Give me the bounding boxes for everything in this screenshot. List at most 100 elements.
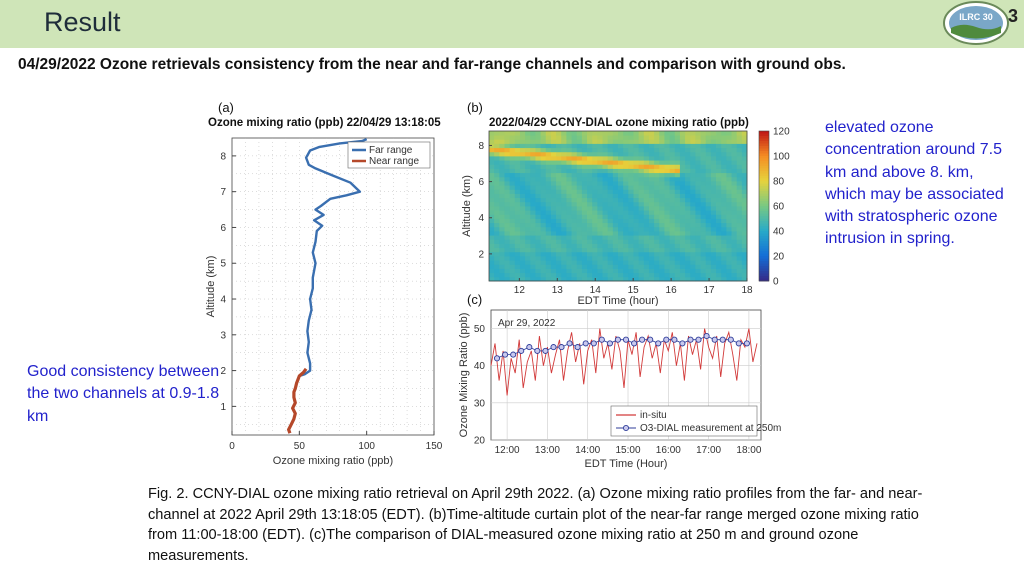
heatmap-cell	[731, 135, 738, 140]
heatmap-cell	[561, 251, 567, 257]
heatmap-cell	[494, 247, 500, 253]
heatmap-cell	[731, 160, 738, 165]
heatmap-cell	[716, 160, 722, 165]
colorbar-cell	[759, 221, 769, 224]
heatmap-cell	[638, 268, 645, 274]
heatmap-cell	[741, 147, 748, 153]
heatmap-cell	[669, 210, 676, 215]
colorbar-cell	[759, 273, 769, 277]
heatmap-cell	[576, 256, 583, 261]
heatmap-cell	[690, 139, 696, 144]
heatmap-cell	[581, 226, 588, 232]
heatmap-cell	[556, 151, 562, 157]
heatmap-cell	[561, 185, 567, 190]
heatmap-cell	[519, 239, 526, 244]
heatmap-cell	[664, 160, 670, 165]
heatmap-cell	[638, 168, 645, 174]
heatmap-cell	[700, 222, 707, 228]
colorbar-cell	[759, 231, 769, 234]
heatmap-cell	[494, 193, 500, 199]
heatmap-cell	[700, 139, 707, 144]
colorbar-cell	[759, 183, 769, 187]
heatmap-cell	[700, 239, 707, 244]
heatmap-cell	[633, 239, 640, 244]
heatmap-cell	[597, 176, 603, 182]
heatmap-cell	[700, 201, 707, 207]
heatmap-cell	[556, 135, 562, 140]
heatmap-cell	[679, 243, 686, 249]
series-line-insitu	[490, 328, 758, 396]
heatmap-cell	[540, 197, 547, 203]
heatmap-cell	[618, 276, 624, 282]
heatmap-cell	[648, 189, 655, 194]
dial-point	[703, 332, 710, 340]
heatmap-cell	[545, 147, 552, 153]
heatmap-cell	[721, 197, 727, 203]
heatmap-cell	[504, 247, 511, 253]
heatmap-cell	[514, 218, 521, 224]
heatmap-cell	[741, 181, 748, 186]
y-tick-label: 4	[220, 295, 226, 306]
heatmap-cell	[664, 139, 670, 144]
heatmap-cell	[545, 206, 552, 211]
heatmap-cell	[494, 222, 500, 228]
heatmap-cell	[679, 210, 686, 215]
heatmap-cell	[726, 135, 732, 140]
heatmap-cell	[576, 222, 583, 228]
heatmap-cell	[741, 235, 748, 240]
heatmap-cell	[587, 251, 593, 257]
heatmap-cell	[587, 143, 593, 149]
heatmap-cell	[530, 210, 536, 215]
heatmap-cell	[648, 164, 655, 169]
heatmap-cell	[628, 210, 634, 215]
heatmap-cell	[700, 206, 707, 211]
heatmap-cell	[550, 268, 557, 274]
heatmap-cell	[705, 201, 712, 207]
heatmap-cell	[566, 231, 572, 236]
x-tick-label: 15	[628, 285, 640, 296]
dial-point	[695, 336, 702, 343]
panel-b-title: 2022/04/29 CCNY-DIAL ozone mixing ratio …	[489, 117, 749, 129]
heatmap-cell	[623, 176, 629, 182]
heatmap-cell	[509, 197, 516, 203]
heatmap-cell	[499, 135, 505, 140]
heatmap-cell	[716, 247, 722, 253]
heatmap-cell	[509, 160, 516, 165]
y-tick-label: 2	[478, 249, 484, 260]
heatmap-cell	[638, 260, 645, 265]
heatmap-cell	[716, 214, 722, 219]
x-axis-label: Ozone mixing ratio (ppb)	[273, 455, 393, 467]
heatmap-cell	[695, 176, 701, 182]
heatmap-cell	[550, 193, 557, 199]
heatmap-cell	[581, 147, 588, 153]
heatmap-cell	[623, 243, 629, 249]
heatmap-cell	[736, 218, 743, 224]
colorbar-cell	[759, 236, 769, 239]
heatmap-cell	[514, 160, 521, 165]
heatmap-cell	[618, 139, 624, 144]
colorbar-cell	[759, 176, 769, 179]
heatmap-cell	[638, 239, 645, 244]
colorbar-cell	[759, 156, 769, 159]
y-tick-label: 50	[474, 324, 486, 335]
dial-point	[510, 351, 517, 358]
heatmap-cell	[535, 189, 541, 194]
heatmap-cell	[540, 226, 547, 232]
heatmap-cell	[716, 185, 722, 190]
heatmap-cell	[628, 151, 634, 157]
heatmap-cell	[654, 260, 660, 265]
heatmap-cell	[726, 181, 732, 186]
heatmap-cell	[607, 264, 614, 269]
heatmap-cell	[726, 160, 732, 165]
heatmap-cell	[741, 189, 748, 194]
heatmap-cell	[607, 197, 614, 203]
heatmap-cell	[530, 189, 536, 194]
heatmap-cell	[612, 164, 619, 169]
heatmap-cell	[705, 206, 712, 211]
heatmap-cell	[710, 160, 717, 165]
heatmap-cell	[726, 197, 732, 203]
heatmap-cell	[607, 260, 614, 265]
heatmap-cell	[545, 260, 552, 265]
heatmap-cell	[659, 235, 665, 240]
heatmap-cell	[638, 181, 645, 186]
